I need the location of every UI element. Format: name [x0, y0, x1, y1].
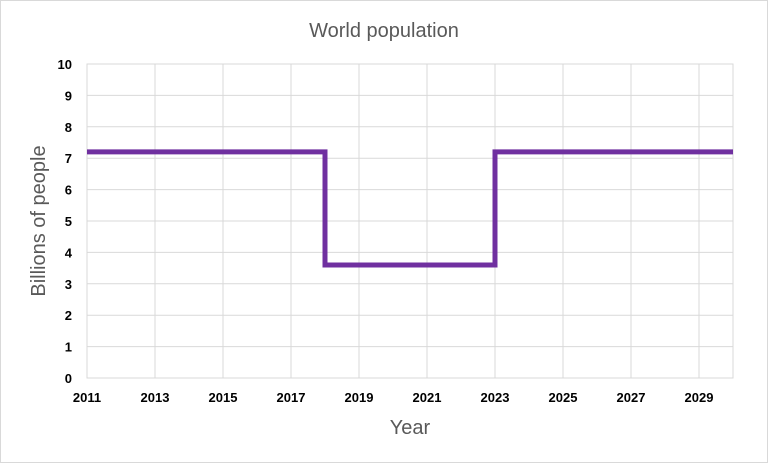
- chart-title: World population: [309, 20, 459, 42]
- x-tick-label: 2011: [73, 390, 101, 405]
- y-tick-label: 2: [65, 308, 72, 323]
- x-tick-label: 2013: [141, 390, 170, 405]
- y-tick-label: 9: [65, 88, 72, 103]
- y-tick-label: 0: [65, 371, 72, 386]
- y-tick-label: 5: [65, 214, 72, 229]
- y-tick-label: 1: [65, 340, 72, 355]
- y-axis-title: Billions of people: [28, 145, 50, 296]
- x-axis-title: Year: [390, 417, 431, 439]
- x-axis-ticks: 2011 2013 2015 2017 2019 2021 2023 2025 2027 2029: [73, 390, 714, 405]
- x-tick-label: 2015: [209, 390, 238, 405]
- series-line: [87, 149, 733, 268]
- x-tick-label: 2017: [277, 390, 306, 405]
- x-tick-label: 2025: [549, 390, 578, 405]
- y-tick-label: 10: [58, 57, 72, 72]
- x-tick-label: 2021: [413, 390, 442, 405]
- x-tick-label: 2027: [617, 390, 646, 405]
- y-axis-ticks: 0 1 2 3 4 5 6 7 8 9 10: [58, 57, 73, 386]
- series-layer: [87, 149, 733, 268]
- y-tick-label: 8: [65, 120, 72, 135]
- x-tick-label: 2019: [345, 390, 374, 405]
- y-tick-label: 3: [65, 277, 72, 292]
- y-tick-label: 4: [65, 245, 73, 260]
- y-tick-label: 6: [65, 183, 72, 198]
- y-tick-label: 7: [65, 151, 72, 166]
- x-tick-label: 2023: [481, 390, 510, 405]
- x-tick-label: 2029: [685, 390, 714, 405]
- gridlines: [86, 63, 733, 379]
- plot-area: [86, 63, 734, 379]
